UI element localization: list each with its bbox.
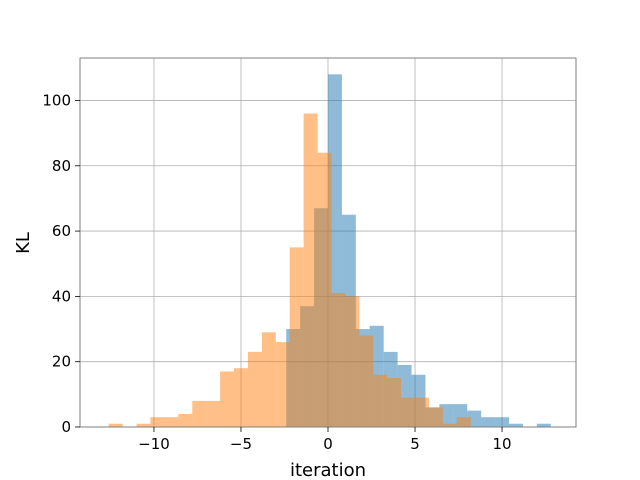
- x-tick-label: 10: [492, 435, 511, 453]
- histogram-bar-series-2: [303, 113, 318, 427]
- histogram-bar-series-2: [150, 417, 165, 427]
- y-tick-label: 80: [52, 157, 71, 175]
- x-tick-label: −5: [230, 435, 252, 453]
- histogram-bar-series-2: [234, 368, 248, 427]
- x-tick-label: 5: [410, 435, 420, 453]
- histogram-bar-series-2: [345, 296, 360, 427]
- histogram-bar-series-1: [536, 423, 551, 427]
- y-tick-label: 60: [52, 222, 71, 240]
- histogram-bar-series-2: [136, 423, 151, 427]
- histogram-bar-series-2: [428, 407, 443, 427]
- histogram-bar-series-2: [415, 397, 429, 427]
- y-tick-label: 100: [42, 91, 71, 109]
- histogram-bar-series-2: [275, 342, 290, 427]
- x-tick-label: 0: [323, 435, 333, 453]
- histogram-bars: [108, 74, 551, 428]
- histogram-bar-series-2: [164, 417, 179, 427]
- x-axis-label: iteration: [290, 460, 366, 480]
- histogram-bar-series-2: [108, 423, 123, 427]
- histogram-bar-series-1: [508, 423, 523, 427]
- histogram-bar-series-2: [206, 400, 221, 427]
- histogram-bar-series-2: [178, 413, 193, 427]
- histogram-bar-series-2: [317, 152, 332, 428]
- histogram-bar-series-2: [331, 293, 346, 427]
- histogram-bar-series-2: [401, 397, 416, 427]
- histogram-bar-series-2: [373, 374, 388, 427]
- y-tick-label: 20: [52, 353, 71, 371]
- histogram-bar-series-2: [247, 351, 262, 427]
- histogram-bar-series-2: [192, 400, 207, 427]
- y-tick-label: 0: [61, 418, 71, 436]
- x-tick-label: −10: [138, 435, 170, 453]
- histogram-bar-series-2: [261, 332, 276, 427]
- y-tick-label: 40: [52, 287, 71, 305]
- histogram-bar-series-2: [442, 423, 457, 427]
- histogram-bar-series-2: [387, 378, 402, 427]
- histogram-bar-series-2: [456, 417, 471, 427]
- y-axis-label: KL: [13, 232, 34, 254]
- histogram-bar-series-2: [289, 247, 304, 427]
- histogram-bar-series-1: [495, 417, 509, 427]
- histogram-bar-series-2: [220, 371, 235, 427]
- histogram-bar-series-1: [481, 417, 496, 427]
- histogram-bar-series-2: [359, 335, 374, 427]
